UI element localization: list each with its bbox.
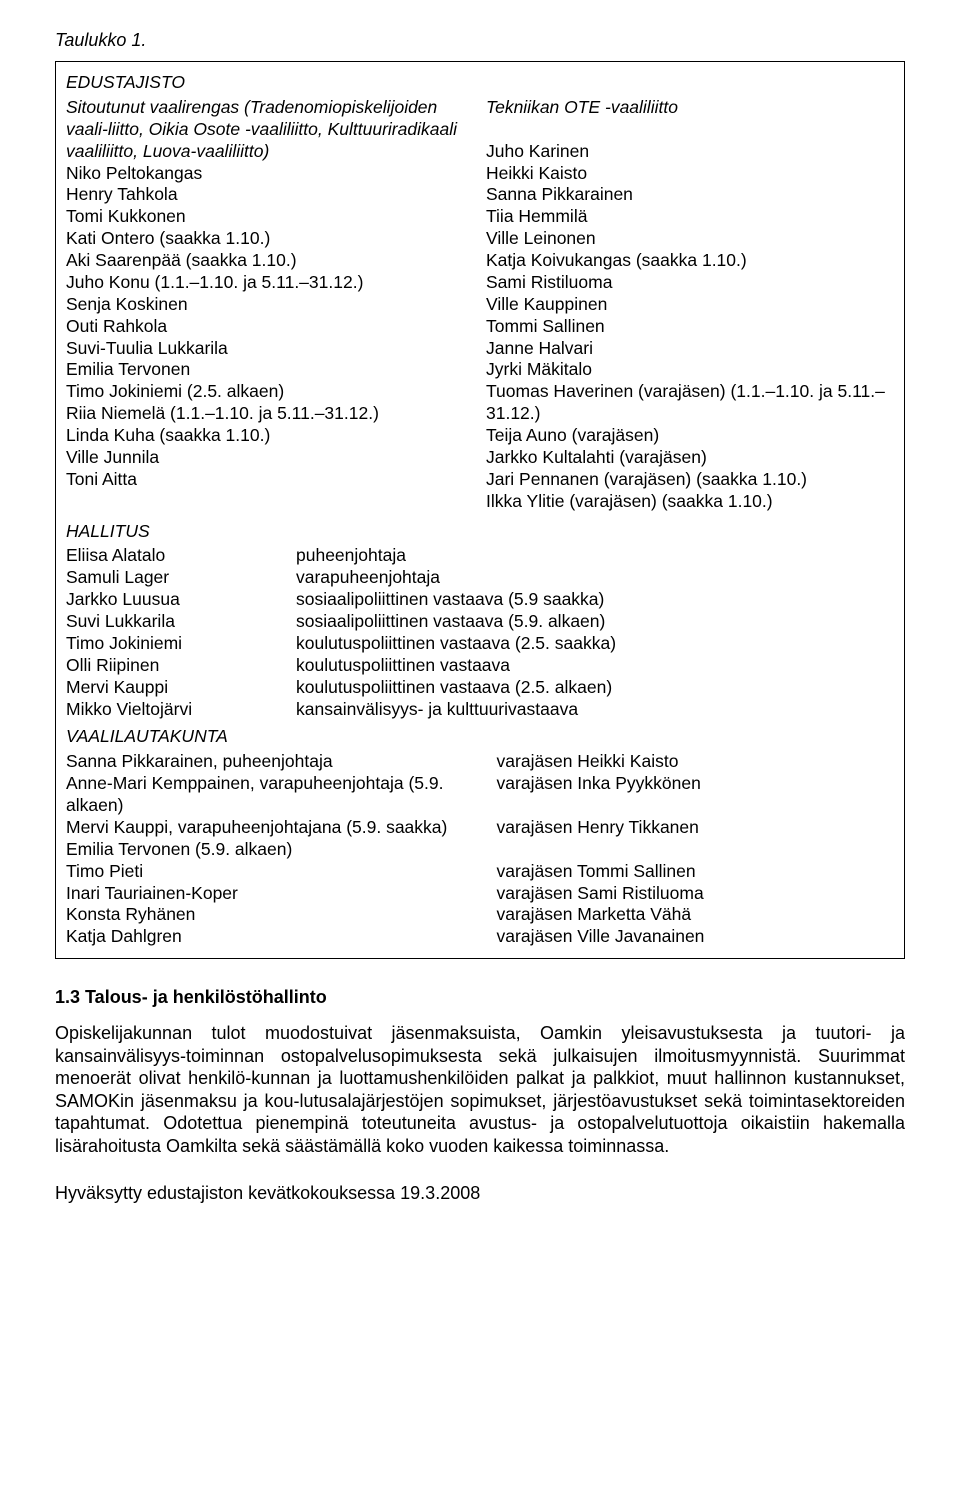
hallitus-title: HALLITUS: [66, 521, 894, 543]
vaalilautakunta-member: Konsta Ryhänen: [66, 904, 497, 926]
vaalilautakunta-title: VAALILAUTAKUNTA: [66, 726, 894, 748]
edustajisto-left-item: Linda Kuha (saakka 1.10.): [66, 425, 474, 447]
hallitus-name: Olli Riipinen: [66, 655, 296, 677]
edustajisto-right-item: Tuomas Haverinen (varajäsen) (1.1.–1.10.…: [486, 381, 894, 425]
vaalilautakunta-row: Sanna Pikkarainen, puheenjohtajavarajäse…: [66, 751, 894, 773]
edustajisto-right-item: Tekniikan OTE -vaaliliitto: [486, 97, 894, 119]
edustajisto-left-item: Riia Niemelä (1.1.–1.10. ja 5.11.–31.12.…: [66, 403, 474, 425]
edustajisto-left-item: Tomi Kukkonen: [66, 206, 474, 228]
vaalilautakunta-member: Emilia Tervonen (5.9. alkaen): [66, 839, 497, 861]
hallitus-rows: Eliisa AlatalopuheenjohtajaSamuli Lagerv…: [66, 545, 894, 720]
hallitus-name: Mikko Vieltojärvi: [66, 699, 296, 721]
vaalilautakunta-row: Emilia Tervonen (5.9. alkaen): [66, 839, 894, 861]
edustajisto-right-item: Janne Halvari: [486, 338, 894, 360]
vaalilautakunta-row: Inari Tauriainen-Kopervarajäsen Sami Ris…: [66, 883, 894, 905]
hallitus-role: koulutuspoliittinen vastaava (2.5. alkae…: [296, 677, 894, 699]
edustajisto-right-item: Tiia Hemmilä: [486, 206, 894, 228]
hallitus-row: Jarkko Luusuasosiaalipoliittinen vastaav…: [66, 589, 894, 611]
edustajisto-right-item: Juho Karinen: [486, 141, 894, 163]
hallitus-role: koulutuspoliittinen vastaava: [296, 655, 894, 677]
hallitus-name: Mervi Kauppi: [66, 677, 296, 699]
edustajisto-right-item: Jari Pennanen (varajäsen) (saakka 1.10.): [486, 469, 894, 491]
edustajisto-right-item: Ville Leinonen: [486, 228, 894, 250]
vaalilautakunta-deputy: varajäsen Marketta Vähä: [497, 904, 894, 926]
edustajisto-right-item: Jarkko Kultalahti (varajäsen): [486, 447, 894, 469]
edustajisto-right-item: Teija Auno (varajäsen): [486, 425, 894, 447]
hallitus-row: Timo Jokiniemikoulutuspoliittinen vastaa…: [66, 633, 894, 655]
edustajisto-title: EDUSTAJISTO: [66, 72, 894, 94]
edustajisto-left-item: Toni Aitta: [66, 469, 474, 491]
edustajisto-left-col: Sitoutunut vaalirengas (Tradenomiopiskel…: [66, 97, 486, 513]
vaalilautakunta-member: Timo Pieti: [66, 861, 497, 883]
hallitus-role: sosiaalipoliittinen vastaava (5.9 saakka…: [296, 589, 894, 611]
edustajisto-right-item: Katja Koivukangas (saakka 1.10.): [486, 250, 894, 272]
hallitus-row: Mikko Vieltojärvikansainvälisyys- ja kul…: [66, 699, 894, 721]
edustajisto-right-item: Ilkka Ylitie (varajäsen) (saakka 1.10.): [486, 491, 894, 513]
body-paragraph: Opiskelijakunnan tulot muodostuivat jäse…: [55, 1022, 905, 1157]
vaalilautakunta-deputy: varajäsen Heikki Kaisto: [497, 751, 894, 773]
vaalilautakunta-deputy: varajäsen Ville Javanainen: [497, 926, 894, 948]
vaalilautakunta-row: Mervi Kauppi, varapuheenjohtajana (5.9. …: [66, 817, 894, 839]
edustajisto-right-item: Jyrki Mäkitalo: [486, 359, 894, 381]
hallitus-row: Suvi Lukkarilasosiaalipoliittinen vastaa…: [66, 611, 894, 633]
hallitus-row: Olli Riipinenkoulutuspoliittinen vastaav…: [66, 655, 894, 677]
hallitus-name: Timo Jokiniemi: [66, 633, 296, 655]
edustajisto-right-item: Ville Kauppinen: [486, 294, 894, 316]
edustajisto-right-col: Tekniikan OTE -vaaliliitto Juho KarinenH…: [486, 97, 894, 513]
edustajisto-left-item: Emilia Tervonen: [66, 359, 474, 381]
edustajisto-left-item: Juho Konu (1.1.–1.10. ja 5.11.–31.12.): [66, 272, 474, 294]
hallitus-name: Eliisa Alatalo: [66, 545, 296, 567]
hallitus-role: sosiaalipoliittinen vastaava (5.9. alkae…: [296, 611, 894, 633]
edustajisto-right-item: Tommi Sallinen: [486, 316, 894, 338]
hallitus-role: puheenjohtaja: [296, 545, 894, 567]
vaalilautakunta-deputy: varajäsen Henry Tikkanen: [497, 817, 894, 839]
edustajisto-right-item: [486, 119, 894, 141]
vaalilautakunta-member: Anne-Mari Kemppainen, varapuheenjohtaja …: [66, 773, 497, 817]
edustajisto-columns: Sitoutunut vaalirengas (Tradenomiopiskel…: [66, 97, 894, 513]
hallitus-role: varapuheenjohtaja: [296, 567, 894, 589]
vaalilautakunta-row: Katja Dahlgrenvarajäsen Ville Javanainen: [66, 926, 894, 948]
table-box: EDUSTAJISTO Sitoutunut vaalirengas (Trad…: [55, 61, 905, 959]
table-caption: Taulukko 1.: [55, 30, 905, 51]
edustajisto-left-item: Suvi-Tuulia Lukkarila: [66, 338, 474, 360]
edustajisto-left-item: Timo Jokiniemi (2.5. alkaen): [66, 381, 474, 403]
vaalilautakunta-member: Inari Tauriainen-Koper: [66, 883, 497, 905]
vaalilautakunta-member: Katja Dahlgren: [66, 926, 497, 948]
edustajisto-right-item: Sami Ristiluoma: [486, 272, 894, 294]
footer-text: Hyväksytty edustajiston kevätkokouksessa…: [55, 1183, 905, 1204]
edustajisto-left-item: Sitoutunut vaalirengas (Tradenomiopiskel…: [66, 97, 474, 163]
vaalilautakunta-member: Sanna Pikkarainen, puheenjohtaja: [66, 751, 497, 773]
vaalilautakunta-deputy: [497, 839, 894, 861]
hallitus-role: kansainvälisyys- ja kulttuurivastaava: [296, 699, 894, 721]
vaalilautakunta-deputy: varajäsen Sami Ristiluoma: [497, 883, 894, 905]
hallitus-role: koulutuspoliittinen vastaava (2.5. saakk…: [296, 633, 894, 655]
vaalilautakunta-deputy: varajäsen Tommi Sallinen: [497, 861, 894, 883]
edustajisto-left-item: Aki Saarenpää (saakka 1.10.): [66, 250, 474, 272]
vaalilautakunta-rows: Sanna Pikkarainen, puheenjohtajavarajäse…: [66, 751, 894, 948]
vaalilautakunta-member: Mervi Kauppi, varapuheenjohtajana (5.9. …: [66, 817, 497, 839]
section-heading: 1.3 Talous- ja henkilöstöhallinto: [55, 987, 905, 1008]
hallitus-name: Jarkko Luusua: [66, 589, 296, 611]
edustajisto-left-item: Outi Rahkola: [66, 316, 474, 338]
edustajisto-left-item: Henry Tahkola: [66, 184, 474, 206]
edustajisto-left-item: Kati Ontero (saakka 1.10.): [66, 228, 474, 250]
hallitus-name: Suvi Lukkarila: [66, 611, 296, 633]
edustajisto-left-item: Ville Junnila: [66, 447, 474, 469]
hallitus-name: Samuli Lager: [66, 567, 296, 589]
edustajisto-left-item: Senja Koskinen: [66, 294, 474, 316]
page: Taulukko 1. EDUSTAJISTO Sitoutunut vaali…: [0, 0, 960, 1244]
vaalilautakunta-row: Anne-Mari Kemppainen, varapuheenjohtaja …: [66, 773, 894, 817]
edustajisto-left-item: Niko Peltokangas: [66, 163, 474, 185]
hallitus-row: Samuli Lagervarapuheenjohtaja: [66, 567, 894, 589]
vaalilautakunta-row: Konsta Ryhänenvarajäsen Marketta Vähä: [66, 904, 894, 926]
edustajisto-right-item: Heikki Kaisto: [486, 163, 894, 185]
vaalilautakunta-row: Timo Pietivarajäsen Tommi Sallinen: [66, 861, 894, 883]
edustajisto-right-item: Sanna Pikkarainen: [486, 184, 894, 206]
vaalilautakunta-deputy: varajäsen Inka Pyykkönen: [497, 773, 894, 817]
hallitus-row: Eliisa Alatalopuheenjohtaja: [66, 545, 894, 567]
hallitus-row: Mervi Kauppikoulutuspoliittinen vastaava…: [66, 677, 894, 699]
